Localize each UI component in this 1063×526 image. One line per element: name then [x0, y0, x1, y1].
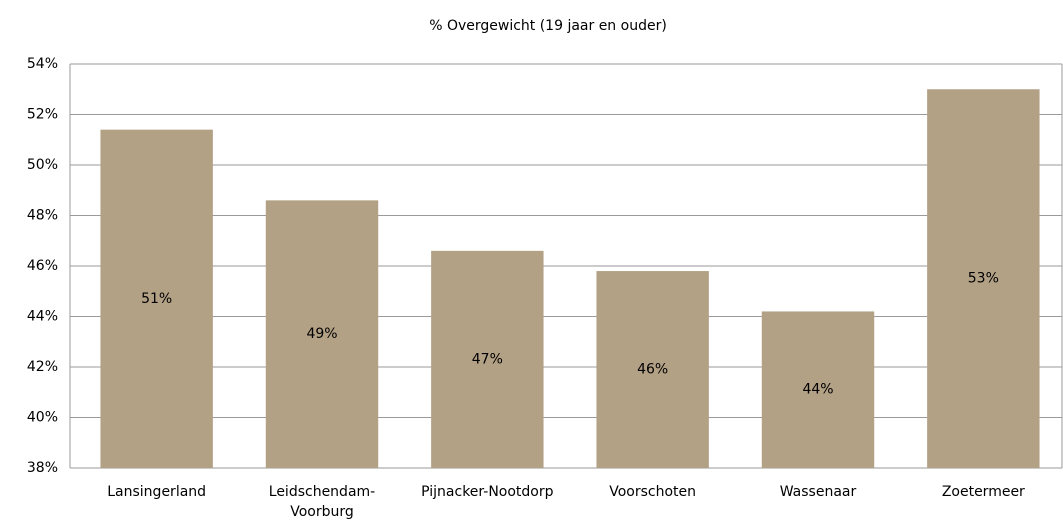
y-tick-label: 44%	[27, 309, 58, 325]
y-tick-label: 50%	[27, 157, 58, 173]
chart-title: % Overgewicht (19 jaar en ouder)	[429, 18, 667, 34]
y-tick-label: 48%	[27, 208, 58, 224]
y-tick-label: 38%	[27, 460, 58, 476]
bar	[100, 129, 213, 468]
y-tick-label: 40%	[27, 410, 58, 426]
x-tick-label: Zoetermeer	[941, 484, 1025, 500]
value-label: 53%	[968, 271, 999, 287]
x-tick-label: Wassenaar	[779, 484, 857, 500]
value-label: 49%	[306, 326, 337, 342]
value-label: 51%	[141, 291, 172, 307]
y-tick-label: 46%	[27, 258, 58, 274]
bar	[431, 250, 544, 468]
bar	[761, 311, 875, 468]
y-tick-label: 54%	[27, 56, 58, 72]
value-label: 44%	[802, 382, 833, 398]
bar	[927, 89, 1040, 468]
value-label: 46%	[637, 362, 668, 378]
y-tick-label: 42%	[27, 359, 58, 375]
bar	[265, 200, 379, 468]
x-tick-label: Lansingerland	[107, 484, 207, 500]
value-label: 47%	[472, 351, 503, 367]
x-tick-label: Voorschoten	[609, 484, 697, 500]
bar	[596, 271, 709, 468]
x-tick-label: Pijnacker-Nootdorp	[421, 484, 554, 500]
y-tick-label: 52%	[27, 107, 58, 123]
x-tick-label: Leidschendam-Voorburg	[268, 484, 376, 520]
